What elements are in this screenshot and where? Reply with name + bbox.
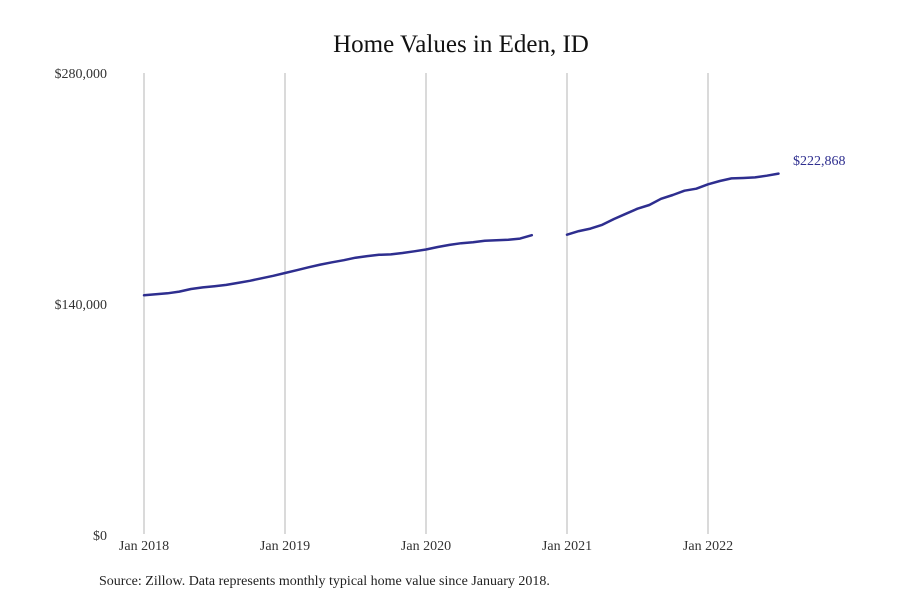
- grid-layer: [143, 73, 709, 534]
- source-note: Source: Zillow. Data represents monthly …: [99, 574, 550, 589]
- x-tick-label: Jan 2018: [119, 539, 169, 554]
- x-tick-label: Jan 2021: [542, 539, 592, 554]
- chart-title: Home Values in Eden, ID: [333, 31, 589, 58]
- end-value-label: $222,868: [793, 154, 846, 169]
- series-layer: [142, 172, 780, 297]
- x-tick-label: Jan 2020: [401, 539, 451, 554]
- series-line-segment: [565, 172, 780, 236]
- y-tick-label: $0: [93, 529, 107, 544]
- series-line-segment: [142, 233, 534, 297]
- x-tick-label: Jan 2019: [260, 539, 310, 554]
- y-tick-label: $140,000: [55, 298, 108, 313]
- y-tick-label: $280,000: [55, 67, 108, 82]
- x-tick-label: Jan 2022: [683, 539, 733, 554]
